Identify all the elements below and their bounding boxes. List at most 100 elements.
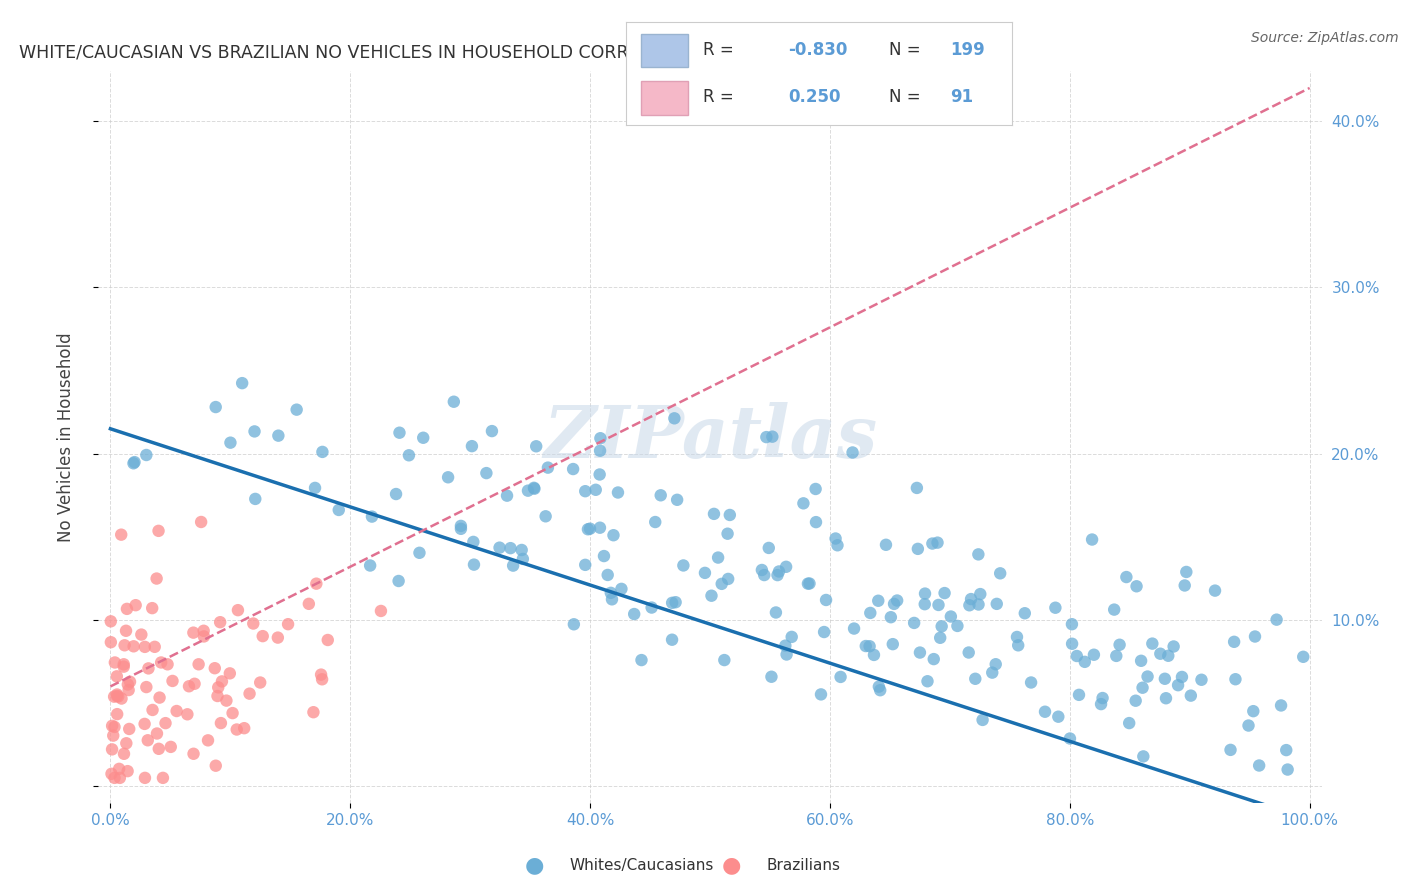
Whites/Caucasians: [927, 535, 949, 549]
Whites/Caucasians: [986, 597, 1008, 611]
Whites/Caucasians: [1019, 675, 1042, 690]
Brazilians: [311, 673, 333, 687]
Whites/Caucasians: [1060, 617, 1083, 632]
Whites/Caucasians: [607, 485, 630, 500]
Brazilians: [305, 576, 328, 591]
Whites/Caucasians: [499, 541, 522, 556]
Whites/Caucasians: [437, 470, 460, 484]
Brazilians: [131, 627, 153, 641]
Whites/Caucasians: [1275, 743, 1298, 757]
Whites/Caucasians: [868, 593, 890, 607]
Whites/Caucasians: [475, 466, 498, 480]
Whites/Caucasians: [1157, 648, 1180, 663]
Brazilians: [141, 601, 163, 615]
Whites/Caucasians: [903, 615, 925, 630]
Whites/Caucasians: [600, 592, 623, 607]
Brazilians: [242, 616, 264, 631]
Text: ●: ●: [524, 855, 544, 875]
Brazilians: [118, 722, 141, 736]
Whites/Caucasians: [880, 610, 903, 624]
Whites/Caucasians: [792, 496, 814, 510]
Brazilians: [108, 762, 131, 776]
Whites/Caucasians: [859, 639, 882, 653]
Whites/Caucasians: [463, 535, 485, 549]
Whites/Caucasians: [1047, 709, 1070, 723]
Brazilians: [117, 677, 139, 691]
Whites/Caucasians: [815, 593, 838, 607]
Whites/Caucasians: [875, 538, 897, 552]
Whites/Caucasians: [502, 558, 524, 573]
Whites/Caucasians: [905, 481, 928, 495]
Brazilians: [134, 717, 156, 731]
Brazilians: [226, 603, 249, 617]
Brazilians: [143, 640, 166, 654]
Brazilians: [277, 617, 299, 632]
Whites/Caucasians: [665, 595, 688, 609]
Whites/Caucasians: [1167, 678, 1189, 692]
Whites/Caucasians: [488, 541, 510, 555]
Whites/Caucasians: [922, 652, 945, 666]
Brazilians: [122, 640, 145, 654]
Whites/Caucasians: [1225, 672, 1247, 686]
Whites/Caucasians: [775, 559, 797, 574]
Whites/Caucasians: [761, 670, 783, 684]
Whites/Caucasians: [1241, 704, 1264, 718]
Whites/Caucasians: [537, 460, 560, 475]
Whites/Caucasians: [827, 538, 849, 552]
Whites/Caucasians: [1005, 630, 1028, 644]
Brazilians: [233, 721, 256, 735]
Brazilians: [209, 716, 232, 731]
Whites/Caucasians: [1115, 570, 1137, 584]
Whites/Caucasians: [988, 566, 1011, 581]
Brazilians: [115, 624, 138, 638]
Whites/Caucasians: [768, 565, 790, 579]
Whites/Caucasians: [135, 448, 157, 462]
Brazilians: [176, 707, 198, 722]
Whites/Caucasians: [231, 376, 253, 391]
Brazilians: [100, 635, 122, 649]
Brazilians: [155, 716, 177, 731]
Whites/Caucasians: [610, 582, 633, 596]
Whites/Caucasians: [855, 639, 877, 653]
Whites/Caucasians: [967, 598, 990, 612]
Whites/Caucasians: [328, 503, 350, 517]
Whites/Caucasians: [765, 606, 787, 620]
Brazilians: [101, 742, 124, 756]
Brazilians: [145, 572, 167, 586]
Whites/Caucasians: [1091, 691, 1114, 706]
Whites/Caucasians: [512, 552, 534, 566]
Whites/Caucasians: [929, 631, 952, 645]
Whites/Caucasians: [1014, 606, 1036, 620]
Text: R =: R =: [703, 41, 740, 59]
Brazilians: [148, 690, 170, 705]
Text: Source: ZipAtlas.com: Source: ZipAtlas.com: [1251, 31, 1399, 45]
Brazilians: [136, 733, 159, 747]
Brazilians: [117, 764, 139, 779]
Brazilians: [197, 733, 219, 747]
Whites/Caucasians: [1059, 731, 1081, 746]
Whites/Caucasians: [1108, 638, 1130, 652]
Whites/Caucasians: [650, 488, 672, 502]
Whites/Caucasians: [813, 625, 835, 640]
Whites/Caucasians: [928, 598, 950, 612]
Whites/Caucasians: [1033, 705, 1056, 719]
Whites/Caucasians: [859, 606, 882, 620]
Whites/Caucasians: [359, 558, 381, 573]
Whites/Caucasians: [666, 492, 689, 507]
Whites/Caucasians: [461, 439, 484, 453]
Whites/Caucasians: [219, 435, 242, 450]
Whites/Caucasians: [1105, 648, 1128, 663]
Brazilians: [148, 524, 170, 538]
Brazilians: [124, 598, 146, 612]
Whites/Caucasians: [969, 587, 991, 601]
Whites/Caucasians: [388, 574, 411, 588]
Brazilians: [159, 739, 181, 754]
Whites/Caucasians: [412, 431, 434, 445]
Text: 199: 199: [950, 41, 986, 59]
Whites/Caucasians: [981, 665, 1004, 680]
Brazilians: [183, 677, 205, 691]
Whites/Caucasians: [1067, 688, 1090, 702]
Whites/Caucasians: [496, 489, 519, 503]
Whites/Caucasians: [780, 630, 803, 644]
Whites/Caucasians: [1204, 583, 1226, 598]
